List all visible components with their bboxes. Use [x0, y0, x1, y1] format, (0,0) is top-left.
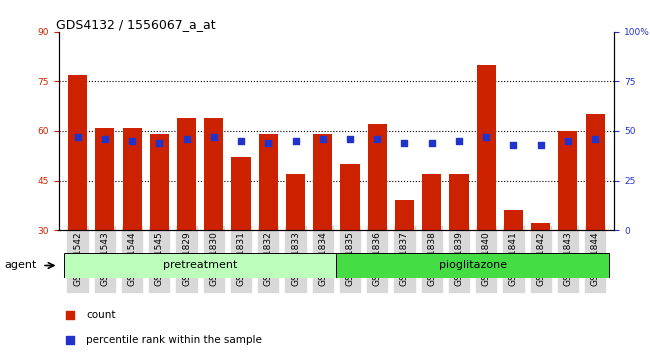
Bar: [64, 253, 337, 278]
Point: [318, 136, 328, 142]
Point: [508, 142, 519, 148]
Bar: [204, 118, 224, 230]
Bar: [586, 114, 604, 230]
Bar: [476, 65, 496, 230]
Bar: [341, 164, 359, 230]
Bar: [395, 200, 414, 230]
Point: [209, 134, 219, 140]
Bar: [337, 253, 609, 278]
Text: pioglitazone: pioglitazone: [439, 261, 506, 270]
Point: [64, 337, 75, 342]
Point: [590, 136, 601, 142]
Bar: [504, 210, 523, 230]
Bar: [313, 134, 332, 230]
Point: [291, 138, 301, 144]
Text: agent: agent: [5, 261, 36, 270]
Bar: [422, 174, 441, 230]
Bar: [68, 75, 87, 230]
Point: [127, 138, 137, 144]
Point: [236, 138, 246, 144]
Bar: [259, 134, 278, 230]
Bar: [177, 118, 196, 230]
Text: pretreatment: pretreatment: [163, 261, 237, 270]
Bar: [286, 174, 305, 230]
Bar: [122, 128, 142, 230]
Point: [399, 140, 410, 146]
Point: [372, 136, 382, 142]
Point: [154, 140, 164, 146]
Bar: [558, 131, 577, 230]
Text: percentile rank within the sample: percentile rank within the sample: [86, 335, 262, 344]
Point: [536, 142, 546, 148]
Point: [454, 138, 464, 144]
Point: [426, 140, 437, 146]
Point: [64, 312, 75, 318]
Point: [563, 138, 573, 144]
Bar: [368, 124, 387, 230]
Point: [481, 134, 491, 140]
Point: [181, 136, 192, 142]
Point: [344, 136, 355, 142]
Bar: [96, 128, 114, 230]
Bar: [531, 223, 551, 230]
Point: [99, 136, 110, 142]
Text: GDS4132 / 1556067_a_at: GDS4132 / 1556067_a_at: [56, 18, 215, 31]
Bar: [449, 174, 469, 230]
Text: count: count: [86, 310, 116, 320]
Point: [72, 134, 83, 140]
Point: [263, 140, 274, 146]
Bar: [231, 158, 250, 230]
Bar: [150, 134, 169, 230]
